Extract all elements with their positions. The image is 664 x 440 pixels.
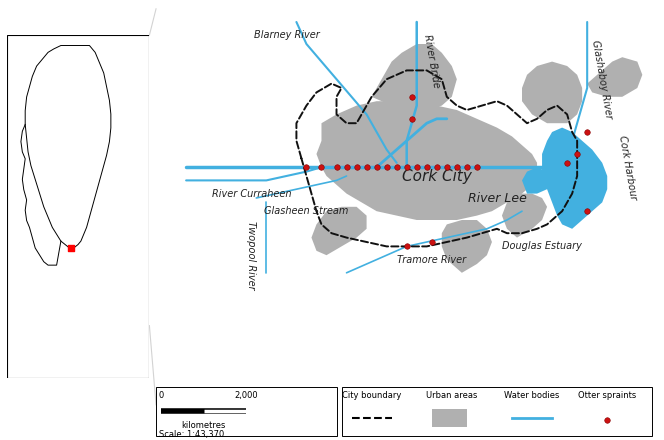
Point [582,128,592,136]
Point [582,208,592,215]
Bar [156,387,337,436]
Point [412,164,422,171]
Polygon shape [587,57,642,97]
Text: Scale: 1:43,370: Scale: 1:43,370 [159,430,224,439]
Polygon shape [317,101,537,220]
Text: Tramore River: Tramore River [397,255,466,264]
Text: 0: 0 [159,392,164,400]
Text: Cork City: Cork City [402,169,471,183]
Point [426,238,437,246]
Text: City boundary: City boundary [342,392,401,400]
Point [316,164,327,171]
Text: kilometres: kilometres [181,421,226,430]
Point [381,164,392,171]
Text: River Bride: River Bride [422,34,442,89]
Bar [432,409,467,427]
Polygon shape [311,207,367,255]
Text: Glashaboy River: Glashaboy River [590,39,614,119]
Point [361,164,372,171]
Point [602,417,613,424]
Point [301,164,312,171]
Point [442,164,452,171]
Point [391,164,402,171]
Polygon shape [502,194,547,238]
Polygon shape [522,167,552,194]
Text: 2,000: 2,000 [234,392,258,400]
Text: Twopool River: Twopool River [246,221,256,290]
Text: Blarney River: Blarney River [254,30,319,40]
Text: Water bodies: Water bodies [505,392,560,400]
Bar [341,387,652,436]
Point [562,159,572,166]
Text: Douglas Estuary: Douglas Estuary [502,242,582,251]
Point [406,115,417,122]
Text: Cork Harbour: Cork Harbour [617,134,638,200]
Point [351,164,362,171]
Text: Otter spraints: Otter spraints [578,392,636,400]
Point [66,245,76,252]
Point [331,164,342,171]
Point [461,164,472,171]
Point [406,93,417,100]
Polygon shape [522,62,582,123]
Point [471,164,482,171]
Polygon shape [442,220,492,273]
Text: Glasheen Stream: Glasheen Stream [264,206,349,216]
Point [371,164,382,171]
Point [402,243,412,250]
Text: River Lee: River Lee [467,191,527,205]
Point [432,164,442,171]
Polygon shape [542,128,608,229]
Text: River Curraheen: River Curraheen [212,189,291,198]
Point [422,164,432,171]
Polygon shape [372,44,457,110]
Point [572,150,582,158]
Text: Urban areas: Urban areas [426,392,477,400]
Point [452,164,462,171]
Point [402,164,412,171]
Point [341,164,352,171]
